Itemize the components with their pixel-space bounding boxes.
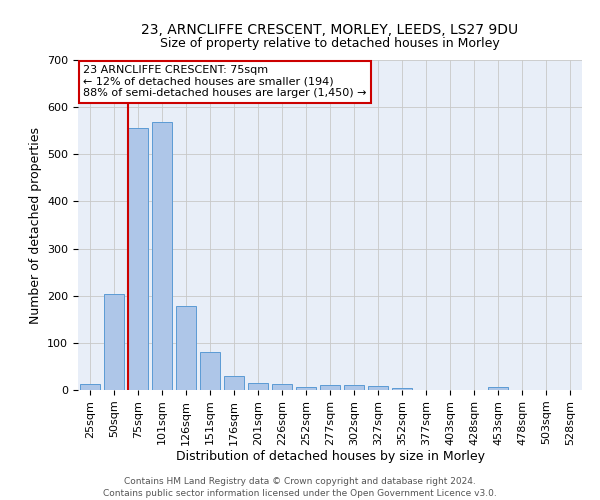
Bar [152, 122, 172, 390]
Bar [368, 386, 388, 390]
Text: Size of property relative to detached houses in Morley: Size of property relative to detached ho… [160, 38, 500, 51]
Bar [248, 384, 268, 390]
X-axis label: Distribution of detached houses by size in Morley: Distribution of detached houses by size … [176, 450, 485, 464]
Bar [200, 352, 220, 390]
Bar [344, 386, 364, 390]
Bar [296, 387, 316, 390]
Bar [320, 386, 340, 390]
Bar [80, 384, 100, 390]
Text: 23, ARNCLIFFE CRESCENT, MORLEY, LEEDS, LS27 9DU: 23, ARNCLIFFE CRESCENT, MORLEY, LEEDS, L… [142, 22, 518, 36]
Bar [224, 376, 244, 390]
Bar [176, 306, 196, 390]
Bar [488, 387, 508, 390]
Bar [272, 384, 292, 390]
Bar [392, 388, 412, 390]
Bar [128, 128, 148, 390]
Text: Contains public sector information licensed under the Open Government Licence v3: Contains public sector information licen… [103, 489, 497, 498]
Y-axis label: Number of detached properties: Number of detached properties [29, 126, 41, 324]
Bar [104, 294, 124, 390]
Text: 23 ARNCLIFFE CRESCENT: 75sqm
← 12% of detached houses are smaller (194)
88% of s: 23 ARNCLIFFE CRESCENT: 75sqm ← 12% of de… [83, 65, 367, 98]
Text: Contains HM Land Registry data © Crown copyright and database right 2024.: Contains HM Land Registry data © Crown c… [124, 478, 476, 486]
